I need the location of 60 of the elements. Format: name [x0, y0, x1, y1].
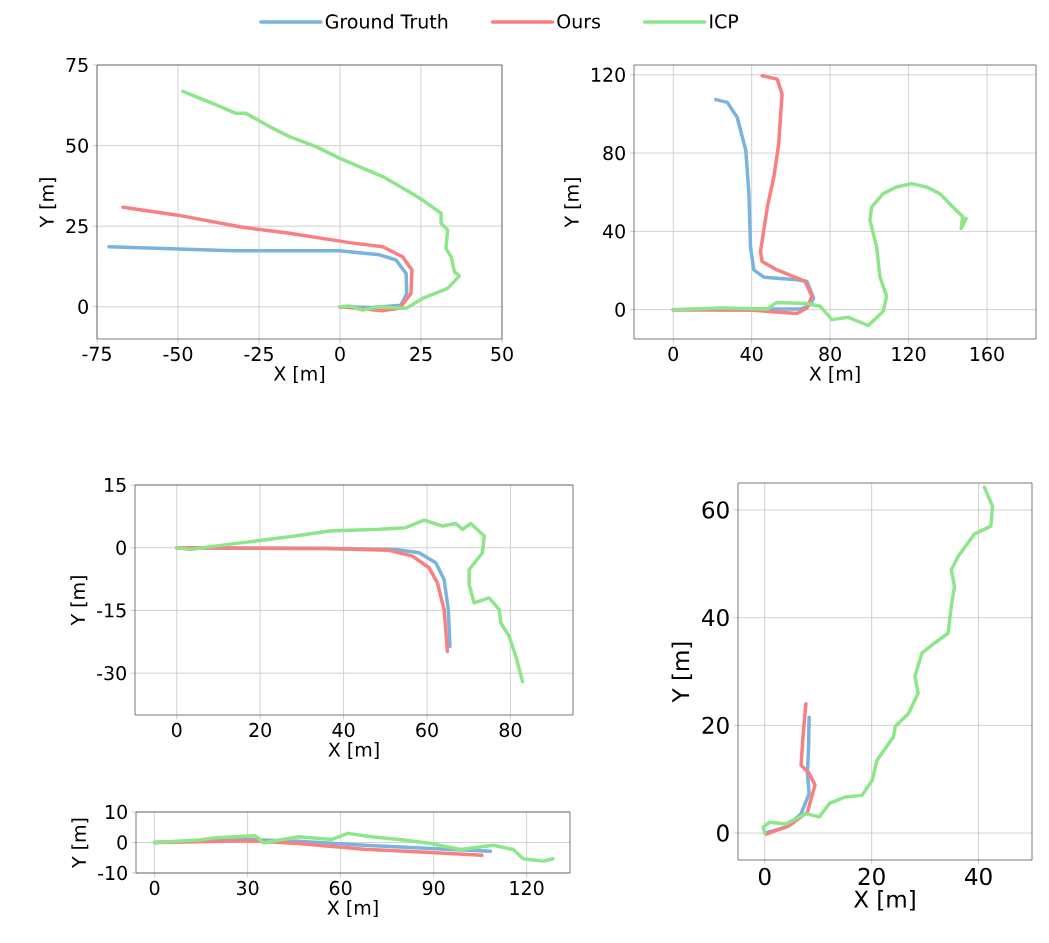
- y-tick-label: 0: [78, 299, 88, 314]
- y-tick-label: 60: [702, 501, 729, 519]
- legend-label: ICP: [710, 14, 739, 29]
- line-series: [761, 485, 995, 835]
- y-tick-label: 0: [117, 835, 127, 850]
- x-tick-label: -50: [163, 346, 193, 362]
- y-tick-label: 0: [116, 540, 126, 555]
- y-axis-title: Y [m]: [70, 576, 88, 626]
- x-axis-title: X [m]: [327, 900, 378, 917]
- y-tick-label: 0: [615, 302, 625, 317]
- x-axis-title: X [m]: [853, 890, 915, 911]
- legend-label: Ground Truth: [325, 14, 448, 29]
- line-series: [152, 831, 555, 863]
- y-tick-label: -30: [97, 666, 126, 681]
- y-tick-label: 15: [105, 477, 126, 493]
- x-tick-label: 60: [416, 722, 438, 738]
- x-tick-label: 0: [149, 880, 160, 896]
- x-axis-title: X [m]: [273, 366, 325, 383]
- x-tick-label: 40: [965, 867, 992, 886]
- legend-label: Ours: [557, 14, 601, 29]
- y-tick-label: 0: [717, 824, 729, 842]
- x-tick-label: 25: [410, 346, 432, 362]
- x-tick-label: 50: [491, 346, 513, 362]
- y-tick-label: 40: [702, 608, 729, 627]
- x-tick-label: 40: [332, 722, 355, 738]
- x-tick-label: 120: [510, 880, 544, 896]
- y-axis-title: Y [m]: [671, 642, 693, 703]
- y-tick-label: 10: [106, 804, 127, 820]
- x-tick-label: 0: [758, 867, 771, 886]
- x-tick-label: 0: [668, 346, 679, 362]
- x-tick-label: 30: [236, 880, 259, 896]
- x-tick-label: 120: [892, 346, 926, 362]
- x-tick-label: 80: [499, 722, 522, 738]
- line-series: [181, 89, 461, 312]
- x-tick-label: 20: [858, 867, 885, 886]
- x-tick-label: 80: [819, 346, 841, 362]
- x-tick-label: 60: [329, 880, 352, 896]
- y-tick-label: 25: [66, 218, 88, 234]
- y-axis-title: Y [m]: [71, 818, 89, 869]
- x-axis-title: X [m]: [328, 742, 379, 759]
- y-tick-label: 75: [66, 57, 88, 73]
- x-tick-label: 0: [171, 722, 182, 738]
- y-tick-label: -10: [98, 865, 127, 881]
- y-tick-label: 80: [603, 145, 625, 161]
- y-tick-label: 50: [66, 138, 88, 153]
- y-axis-title: Y [m]: [564, 178, 582, 228]
- x-axis-title: X [m]: [809, 366, 860, 383]
- x-tick-label: 90: [422, 880, 445, 896]
- x-tick-label: -25: [244, 346, 273, 362]
- y-tick-label: 120: [592, 67, 625, 82]
- y-axis-title: Y [m]: [39, 178, 57, 228]
- x-tick-label: 40: [740, 346, 763, 362]
- y-tick-label: 40: [602, 224, 625, 239]
- x-tick-label: 160: [970, 346, 1004, 362]
- x-tick-label: 0: [335, 346, 345, 362]
- x-tick-label: -75: [82, 346, 111, 361]
- line-series: [671, 181, 968, 328]
- x-tick-label: 20: [249, 722, 271, 738]
- line-series: [174, 518, 525, 684]
- y-tick-label: -15: [97, 603, 126, 618]
